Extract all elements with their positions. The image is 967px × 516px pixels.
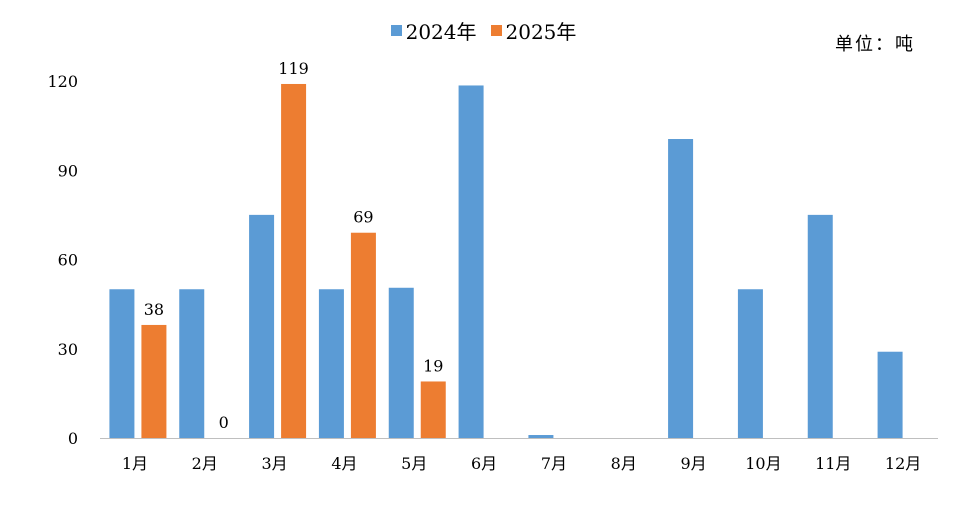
legend-item-2024: 2024年 [390, 16, 477, 45]
bar-2024 [737, 289, 763, 438]
x-tick-label: 8月 [611, 454, 637, 473]
bar-2024 [807, 214, 833, 438]
bar-2024 [318, 289, 344, 438]
bar-2024 [179, 289, 205, 438]
bar-2024 [109, 289, 135, 438]
x-tick-label: 9月 [680, 454, 706, 473]
x-tick-label: 5月 [401, 454, 427, 473]
y-tick-label: 30 [58, 340, 78, 359]
bar-2024 [388, 287, 414, 438]
y-tick-label: 90 [58, 161, 78, 180]
legend-item-2025: 2025年 [490, 16, 577, 45]
data-label-2025: 0 [219, 413, 229, 432]
bar-2024 [877, 351, 903, 438]
x-tick-label: 12月 [885, 454, 921, 473]
bar-2025 [420, 381, 446, 438]
bar-2025 [141, 324, 167, 438]
legend: 2024年 2025年 [0, 16, 967, 45]
y-tick-label: 0 [68, 429, 78, 448]
x-tick-label: 1月 [122, 454, 148, 473]
legend-swatch-2024 [390, 25, 402, 36]
bar-2024 [249, 214, 275, 438]
x-tick-label: 4月 [331, 454, 357, 473]
bar-2025 [350, 232, 376, 438]
legend-label-2024: 2024年 [405, 20, 477, 44]
x-tick-label: 2月 [192, 454, 218, 473]
bar-2024 [458, 85, 484, 439]
data-label-2025: 19 [423, 356, 443, 375]
bar-2024 [528, 435, 554, 438]
data-label-2025: 38 [144, 300, 164, 319]
bar-2024 [668, 139, 694, 438]
unit-label: 单位：吨 [835, 34, 915, 55]
data-label-2025: 119 [278, 59, 309, 78]
bar-2025 [281, 83, 307, 438]
y-tick-label: 60 [58, 251, 78, 270]
legend-swatch-2025 [490, 25, 502, 36]
data-label-2025: 69 [353, 208, 373, 227]
x-tick-label: 11月 [815, 454, 851, 473]
x-tick-label: 7月 [541, 454, 567, 473]
x-tick-label: 10月 [745, 454, 781, 473]
x-tick-label: 3月 [261, 454, 287, 473]
y-tick-label: 120 [47, 72, 78, 91]
x-tick-label: 6月 [471, 454, 497, 473]
legend-label-2025: 2025年 [505, 20, 577, 44]
